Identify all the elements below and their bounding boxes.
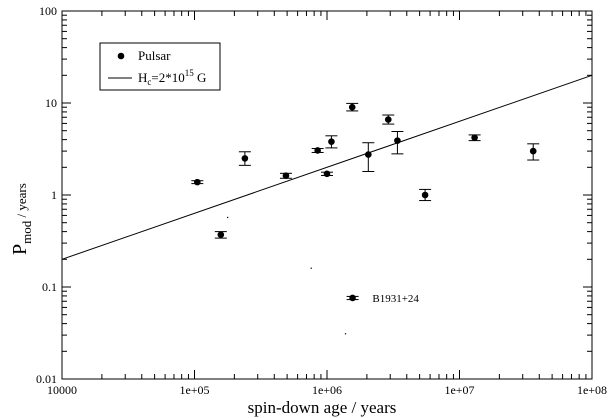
data-point <box>282 172 290 180</box>
data-point <box>365 151 372 158</box>
data-point <box>471 134 478 141</box>
data-point <box>384 116 392 123</box>
data-point <box>421 191 429 199</box>
x-tick-label: 10000 <box>47 383 77 397</box>
y-tick-label: 0.1 <box>42 280 57 294</box>
y-axis-label-sub: mod <box>19 220 34 244</box>
model-line <box>61 74 593 260</box>
legend-model-label-main: H <box>138 70 147 85</box>
x-tick-label: 1e+07 <box>444 383 474 397</box>
legend-pulsar-marker <box>117 52 125 60</box>
legend-box <box>99 42 221 91</box>
data-point <box>349 294 356 302</box>
y-tick-label: 0.01 <box>36 372 57 386</box>
data-point <box>394 137 401 144</box>
legend-model-label-mid: =2*10 <box>151 70 184 85</box>
stray-dot <box>310 267 312 269</box>
x-tick-label: 1e+06 <box>312 383 342 397</box>
x-tick-label: 1e+05 <box>179 383 209 397</box>
stray-dot <box>226 216 229 219</box>
data-point <box>314 147 321 154</box>
legend-model-label-end: G <box>194 70 207 85</box>
legend-model-label-sup: 15 <box>185 68 195 78</box>
point-annotation: B1931+24 <box>372 293 419 305</box>
x-axis-label: spin-down age / years <box>248 398 397 417</box>
data-point <box>348 103 356 111</box>
y-axis-label: Pmod / years <box>9 183 34 255</box>
data-point <box>241 155 249 162</box>
y-axis-label-main: P <box>9 244 31 255</box>
legend-model-label-sub: c <box>147 77 151 87</box>
data-point <box>217 231 225 239</box>
y-tick-label: 1 <box>51 188 57 202</box>
y-tick-label: 100 <box>39 4 57 18</box>
stray-dot <box>344 333 347 335</box>
x-tick-label: 1e+08 <box>577 383 607 397</box>
data-point <box>529 147 537 155</box>
y-axis-label-rest: / years <box>14 183 29 221</box>
data-point <box>328 138 335 145</box>
plot-layer: 10000 1e+05 1e+06 1e+07 1e+08 0.01 0.1 1 10 100 B1… <box>36 4 607 397</box>
y-tick-label: 10 <box>45 96 57 110</box>
data-point <box>194 178 201 186</box>
legend-pulsar-label: Pulsar <box>138 48 171 63</box>
data-point <box>323 170 331 178</box>
legend-model-label: Hc=2*1015 G <box>138 68 206 87</box>
legend: Pulsar Hc=2*1015 G <box>99 42 221 91</box>
